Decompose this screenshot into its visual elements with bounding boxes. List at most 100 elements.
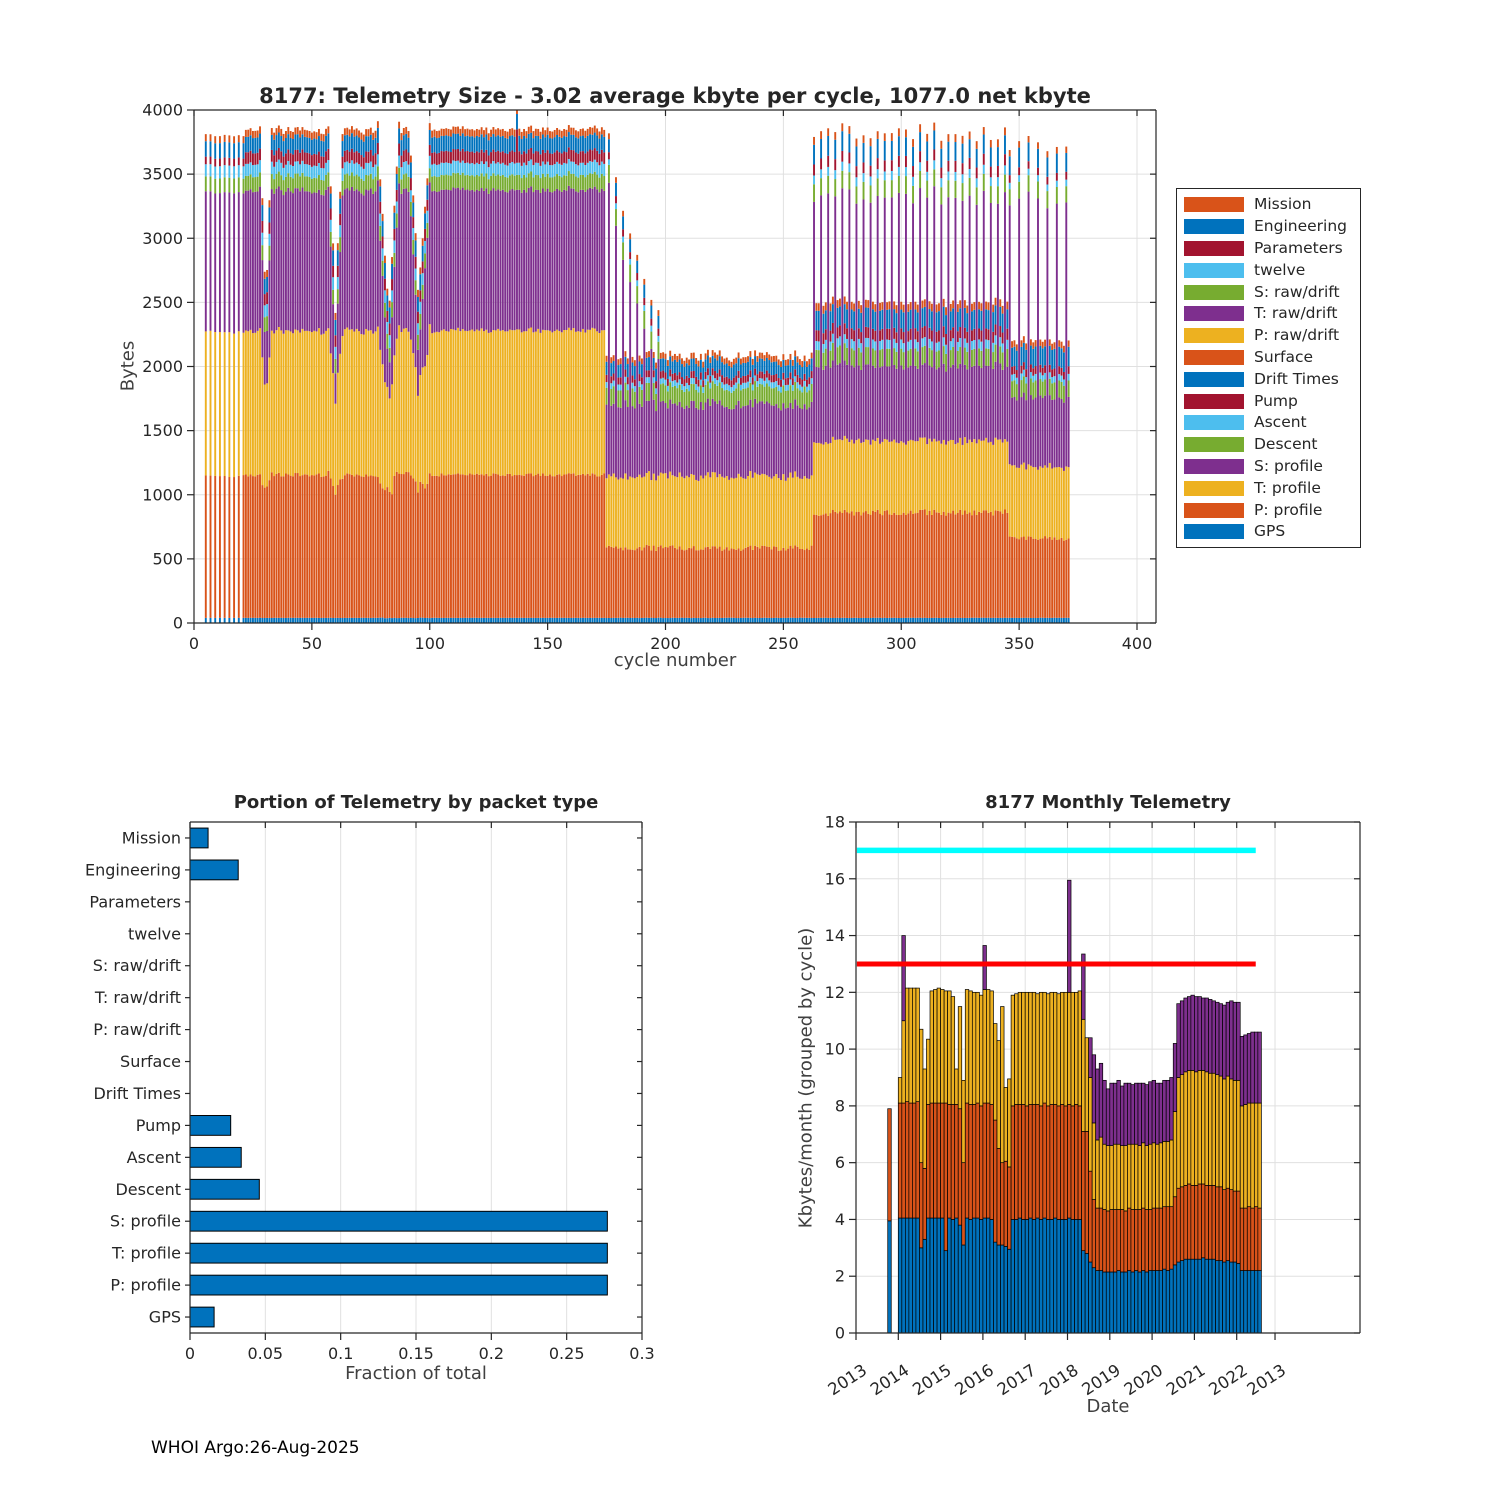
- svg-text:Drift Times: Drift Times: [93, 1084, 181, 1103]
- legend-swatch: [1184, 262, 1244, 278]
- svg-text:4000: 4000: [142, 101, 183, 120]
- svg-text:S: profile: S: profile: [110, 1212, 181, 1231]
- legend-item: Drift Times: [1177, 368, 1360, 390]
- fraction-chart-xlabel: Fraction of total: [345, 1363, 487, 1384]
- svg-text:2013: 2013: [825, 1360, 871, 1399]
- svg-text:2018: 2018: [1036, 1360, 1082, 1399]
- svg-text:T: profile: T: profile: [111, 1244, 181, 1263]
- svg-text:2000: 2000: [142, 357, 183, 376]
- monthly-chart-xlabel: Date: [1086, 1396, 1130, 1417]
- telemetry-size-title: 8177: Telemetry Size - 3.02 average kbyt…: [259, 84, 1091, 108]
- svg-text:10: 10: [825, 1040, 845, 1059]
- svg-text:Mission: Mission: [122, 829, 181, 848]
- svg-text:Parameters: Parameters: [89, 892, 181, 911]
- legend-label: Engineering: [1254, 217, 1347, 236]
- svg-text:0: 0: [189, 634, 199, 653]
- legend-swatch: [1184, 480, 1244, 496]
- svg-text:twelve: twelve: [128, 924, 181, 943]
- legend-swatch: [1184, 393, 1244, 409]
- legend-label: Pump: [1254, 391, 1298, 410]
- svg-text:0: 0: [835, 1324, 845, 1343]
- svg-text:350: 350: [1004, 634, 1035, 653]
- svg-text:Descent: Descent: [115, 1180, 181, 1199]
- svg-text:18: 18: [825, 813, 845, 832]
- svg-text:0.2: 0.2: [479, 1344, 504, 1363]
- legend-label: Descent: [1254, 435, 1318, 454]
- svg-text:0: 0: [185, 1344, 195, 1363]
- svg-text:2016: 2016: [952, 1360, 998, 1399]
- legend-label: Ascent: [1254, 413, 1307, 432]
- svg-text:12: 12: [825, 983, 845, 1002]
- legend-item: S: profile: [1177, 456, 1360, 478]
- svg-text:2019: 2019: [1078, 1360, 1124, 1399]
- svg-text:2500: 2500: [142, 293, 183, 312]
- svg-text:150: 150: [532, 634, 563, 653]
- svg-text:Pump: Pump: [136, 1116, 181, 1135]
- svg-text:1000: 1000: [142, 485, 183, 504]
- svg-text:2017: 2017: [994, 1360, 1040, 1399]
- svg-text:2: 2: [835, 1267, 845, 1286]
- svg-text:16: 16: [825, 869, 845, 888]
- legend-swatch: [1184, 328, 1244, 344]
- legend-item: P: profile: [1177, 499, 1360, 521]
- legend-swatch: [1184, 219, 1244, 235]
- footer-credit: WHOI Argo:26-Aug-2025: [151, 1438, 360, 1458]
- svg-text:S: raw/drift: S: raw/drift: [93, 956, 181, 975]
- legend-item: Parameters: [1177, 238, 1360, 260]
- legend-label: Parameters: [1254, 238, 1343, 257]
- legend-item: Descent: [1177, 434, 1360, 456]
- svg-text:50: 50: [302, 634, 322, 653]
- svg-text:T: raw/drift: T: raw/drift: [94, 988, 181, 1007]
- svg-text:0.1: 0.1: [328, 1344, 353, 1363]
- monthly-chart-title: 8177 Monthly Telemetry: [985, 792, 1231, 813]
- svg-text:500: 500: [152, 549, 183, 568]
- legend-label: Mission: [1254, 195, 1312, 214]
- svg-text:0: 0: [173, 614, 183, 633]
- svg-text:0.3: 0.3: [629, 1344, 654, 1363]
- legend-item: GPS: [1177, 521, 1360, 543]
- svg-text:2021: 2021: [1163, 1360, 1209, 1399]
- legend-label: twelve: [1254, 260, 1306, 279]
- legend-item: Pump: [1177, 390, 1360, 412]
- legend-swatch: [1184, 371, 1244, 387]
- legend-item: twelve: [1177, 259, 1360, 281]
- legend-item: Surface: [1177, 347, 1360, 369]
- telemetry-size-xlabel: cycle number: [613, 650, 737, 671]
- svg-text:200: 200: [650, 634, 681, 653]
- legend-label: T: raw/drift: [1254, 304, 1338, 323]
- legend-label: P: raw/drift: [1254, 326, 1340, 345]
- legend-item: Engineering: [1177, 216, 1360, 238]
- fraction-chart-title: Portion of Telemetry by packet type: [233, 792, 599, 813]
- legend-label: GPS: [1254, 522, 1286, 541]
- svg-text:100: 100: [415, 634, 446, 653]
- svg-text:2014: 2014: [867, 1360, 913, 1399]
- legend-swatch: [1184, 524, 1244, 540]
- legend-item: P: raw/drift: [1177, 325, 1360, 347]
- svg-text:Engineering: Engineering: [85, 860, 181, 879]
- svg-text:2020: 2020: [1121, 1360, 1167, 1399]
- svg-text:2022: 2022: [1205, 1360, 1251, 1399]
- legend-label: S: raw/drift: [1254, 282, 1340, 301]
- svg-text:P: raw/drift: P: raw/drift: [93, 1020, 181, 1039]
- svg-text:GPS: GPS: [149, 1308, 181, 1327]
- legend: Mission Engineering Parameters twelve S: raw…: [1176, 188, 1361, 548]
- svg-text:14: 14: [825, 926, 845, 945]
- legend-item: T: raw/drift: [1177, 303, 1360, 325]
- svg-text:P: profile: P: profile: [110, 1276, 181, 1295]
- svg-text:3500: 3500: [142, 165, 183, 184]
- legend-swatch: [1184, 240, 1244, 256]
- legend-swatch: [1184, 197, 1244, 213]
- legend-swatch: [1184, 437, 1244, 453]
- svg-text:0.15: 0.15: [398, 1344, 434, 1363]
- legend-swatch: [1184, 415, 1244, 431]
- legend-swatch: [1184, 458, 1244, 474]
- legend-swatch: [1184, 349, 1244, 365]
- svg-text:400: 400: [1122, 634, 1153, 653]
- legend-item: Ascent: [1177, 412, 1360, 434]
- legend-label: P: profile: [1254, 500, 1323, 519]
- svg-text:300: 300: [886, 634, 917, 653]
- legend-swatch: [1184, 306, 1244, 322]
- legend-label: Drift Times: [1254, 369, 1339, 388]
